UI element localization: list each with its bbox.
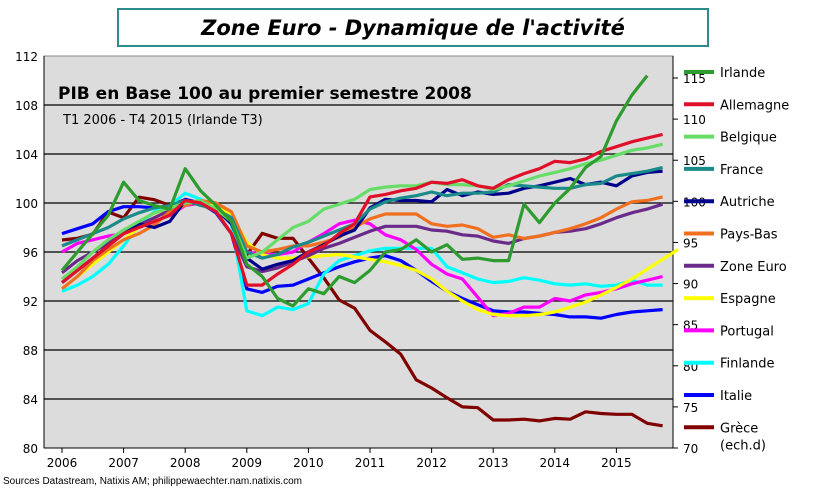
plot-area	[43, 55, 674, 449]
y-right-tick-label: 90	[683, 278, 698, 292]
y-left-tick-label: 108	[15, 99, 38, 113]
series-line-pays-bas	[61, 195, 663, 291]
legend-label-sub: (ech.d)	[720, 438, 766, 453]
y-left-tick-label: 100	[15, 197, 38, 211]
legend-label: Portugal	[720, 324, 774, 339]
series-line-france	[61, 165, 663, 260]
x-tick-label: 2011	[355, 456, 386, 470]
y-right-tick-label: 115	[683, 72, 706, 86]
y-right-tick-label: 80	[683, 360, 698, 374]
series-line-italie	[61, 197, 663, 320]
x-tick-label: 2012	[416, 456, 447, 470]
y-right-tick-label: 110	[683, 113, 706, 127]
series-line-gr-ce-ech-d-	[61, 195, 663, 428]
y-left-tick-label: 96	[23, 246, 38, 260]
series-line-autriche	[61, 169, 663, 284]
series-line-allemagne	[61, 132, 663, 287]
x-tick-label: 2008	[170, 456, 201, 470]
legend-label: Grèce	[720, 421, 758, 436]
series-line-belgique	[61, 142, 663, 281]
y-right-tick-label: 100	[683, 195, 706, 209]
x-tick-label: 2015	[601, 456, 632, 470]
x-tick-label: 2013	[478, 456, 509, 470]
legend-label: Italie	[720, 389, 752, 404]
series-line-irlande	[60, 74, 649, 308]
y-right-tick-label: 70	[683, 442, 698, 456]
x-tick-label: 2009	[232, 456, 263, 470]
source-note: Sources Datastream, Natixis AM; philippe…	[3, 476, 303, 487]
y-left-tick-label: 80	[23, 442, 38, 456]
legend-label: Allemagne	[720, 98, 789, 113]
chart-title: PIB en Base 100 au premier semestre 2008	[58, 84, 472, 104]
x-tick-label: 2006	[47, 456, 78, 470]
x-tick-label: 2014	[540, 456, 571, 470]
chart-subtitle: T1 2006 - T4 2015 (Irlande T3)	[62, 113, 263, 128]
x-tick-label: 2010	[293, 456, 324, 470]
series-line-zone-euro	[61, 201, 664, 275]
y-right-tick-label: 95	[683, 236, 698, 250]
y-right-tick-label: 85	[683, 319, 698, 333]
legend-label: Pays-Bas	[720, 228, 778, 243]
series-line-portugal	[61, 201, 663, 318]
y-left-tick-label: 104	[15, 148, 38, 162]
legend-label: Finlande	[720, 357, 774, 372]
legend-label: Zone Euro	[720, 260, 787, 275]
y-right-tick-label: 75	[683, 401, 698, 415]
x-tick-label: 2007	[108, 456, 139, 470]
legend-label: Irlande	[720, 66, 765, 81]
y-left-tick-label: 92	[23, 295, 38, 309]
y-right-tick-label: 105	[683, 154, 706, 168]
chart-header-title: Zone Euro - Dynamique de l'activité	[117, 8, 709, 47]
y-left-tick-label: 88	[23, 344, 38, 358]
y-left-tick-label: 112	[15, 50, 38, 64]
legend-label: France	[720, 163, 763, 178]
legend-label: Belgique	[720, 131, 777, 146]
series-line-espagne	[61, 200, 679, 318]
y-left-tick-label: 84	[23, 393, 38, 407]
legend-label: Autriche	[720, 195, 775, 210]
series-line-finlande	[61, 191, 663, 318]
legend-label: Espagne	[720, 292, 776, 307]
